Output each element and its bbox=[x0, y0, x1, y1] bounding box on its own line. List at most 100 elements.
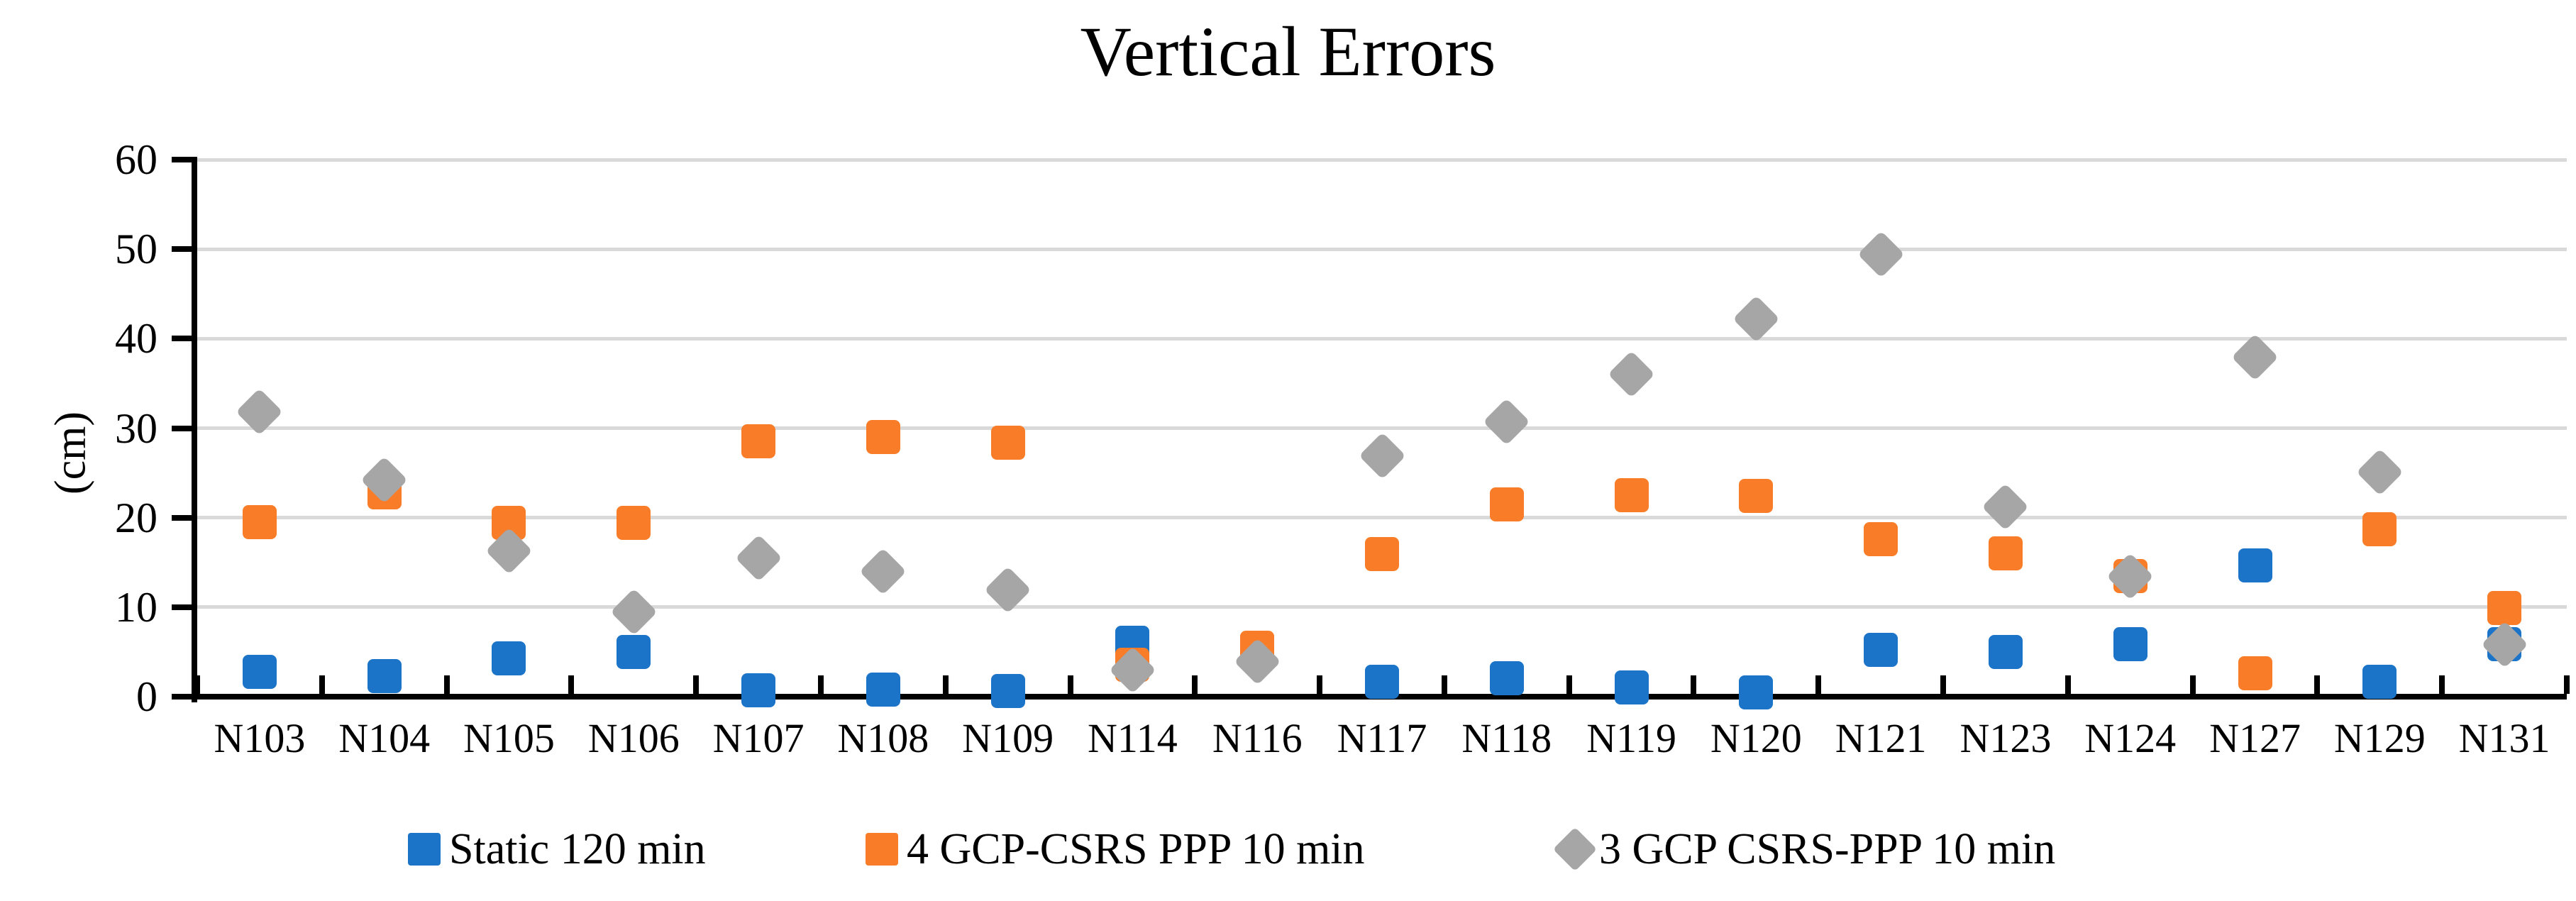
y-tick-label: 30 bbox=[115, 404, 157, 452]
data-marker bbox=[1489, 487, 1524, 521]
y-tick-label: 0 bbox=[136, 673, 157, 720]
x-axis-label-N117: N117 bbox=[1337, 715, 1427, 761]
x-axis-label-N116: N116 bbox=[1212, 715, 1303, 761]
y-tick-0 bbox=[172, 694, 192, 700]
x-axis-label-N104: N104 bbox=[338, 715, 431, 761]
x-tick bbox=[1691, 675, 1697, 694]
data-marker bbox=[1864, 521, 1898, 556]
y-tick-label: 50 bbox=[115, 226, 157, 273]
x-axis-label-N109: N109 bbox=[962, 715, 1054, 761]
x-axis-label-N119: N119 bbox=[1586, 715, 1676, 761]
x-tick bbox=[2439, 675, 2445, 694]
data-marker bbox=[492, 641, 526, 675]
data-marker bbox=[1358, 432, 1406, 480]
legend-square-swatch bbox=[408, 833, 441, 866]
x-tick bbox=[1441, 675, 1447, 694]
gridline-y-20 bbox=[197, 516, 2567, 520]
y-tick-label: 20 bbox=[115, 494, 157, 541]
data-marker bbox=[741, 424, 776, 459]
x-tick bbox=[2314, 675, 2321, 694]
x-tick bbox=[1317, 675, 1323, 694]
data-marker bbox=[2362, 664, 2397, 699]
gridline-y-60 bbox=[197, 157, 2567, 162]
x-tick bbox=[693, 675, 700, 694]
x-axis-label-N120: N120 bbox=[1710, 715, 1802, 761]
data-marker bbox=[1483, 398, 1531, 446]
data-marker bbox=[1365, 664, 1399, 699]
y-tick-60 bbox=[172, 157, 192, 162]
x-axis-label-N118: N118 bbox=[1461, 715, 1552, 761]
x-axis-label-N127: N127 bbox=[2209, 715, 2301, 761]
legend-square-swatch bbox=[866, 833, 898, 866]
legend-label: 3 GCP CSRS-PPP 10 min bbox=[1599, 825, 2056, 873]
data-marker bbox=[1614, 478, 1649, 513]
y-tick-20 bbox=[172, 514, 192, 521]
data-marker bbox=[2480, 621, 2528, 669]
y-tick-40 bbox=[172, 336, 192, 342]
y-tick-label: 40 bbox=[115, 315, 157, 363]
x-tick bbox=[568, 675, 575, 694]
chart-title: Vertical Errors bbox=[1080, 12, 1496, 91]
data-marker bbox=[2231, 333, 2279, 382]
y-tick-30 bbox=[172, 425, 192, 431]
legend-item-1: Static 120 min bbox=[408, 817, 706, 881]
data-marker bbox=[1739, 479, 1774, 514]
legend-label: 4 GCP-CSRS PPP 10 min bbox=[907, 825, 1365, 873]
x-axis-label-N131: N131 bbox=[2458, 715, 2550, 761]
data-marker bbox=[1608, 350, 1655, 399]
legend-label: Static 120 min bbox=[449, 825, 706, 873]
x-axis-label-N124: N124 bbox=[2084, 715, 2177, 761]
data-marker bbox=[610, 587, 658, 636]
x-tick bbox=[2064, 675, 2071, 694]
data-marker bbox=[617, 634, 651, 669]
data-marker bbox=[1365, 537, 1399, 572]
data-marker bbox=[2362, 512, 2397, 547]
x-axis-label-N114: N114 bbox=[1088, 715, 1178, 761]
gridline-y-10 bbox=[197, 605, 2567, 609]
x-axis-label-N129: N129 bbox=[2333, 715, 2426, 761]
x-tick bbox=[319, 675, 325, 694]
x-tick bbox=[2189, 675, 2196, 694]
x-axis-label-N103: N103 bbox=[214, 715, 306, 761]
data-marker bbox=[1988, 634, 2023, 669]
x-tick bbox=[443, 675, 450, 694]
data-marker bbox=[1732, 295, 1780, 343]
data-marker bbox=[1981, 483, 2030, 531]
data-marker bbox=[2113, 626, 2147, 661]
x-tick bbox=[2564, 675, 2570, 694]
data-marker bbox=[866, 672, 900, 707]
data-marker bbox=[2238, 548, 2272, 582]
x-axis-label-N105: N105 bbox=[463, 715, 555, 761]
y-tick-50 bbox=[172, 246, 192, 253]
data-marker bbox=[367, 658, 402, 693]
data-marker bbox=[1864, 633, 1898, 668]
y-tick-label: 60 bbox=[115, 136, 157, 183]
legend-item-2: 4 GCP-CSRS PPP 10 min bbox=[866, 817, 1365, 881]
data-marker bbox=[1614, 670, 1649, 705]
data-marker bbox=[734, 534, 783, 582]
data-marker bbox=[1988, 536, 2023, 571]
data-marker bbox=[1857, 231, 1905, 278]
gridline-y-30 bbox=[197, 426, 2567, 430]
x-tick bbox=[1940, 675, 1947, 694]
x-axis-label-N108: N108 bbox=[837, 715, 929, 761]
data-marker bbox=[1489, 660, 1524, 695]
data-marker bbox=[617, 506, 651, 541]
x-tick bbox=[817, 675, 824, 694]
data-marker bbox=[2238, 656, 2272, 691]
x-tick bbox=[1192, 675, 1198, 694]
legend-diamond-swatch bbox=[1552, 827, 1598, 872]
y-tick-10 bbox=[172, 604, 192, 610]
data-marker bbox=[242, 504, 277, 539]
legend-item-3: 3 GCP CSRS-PPP 10 min bbox=[1552, 817, 2056, 881]
data-marker bbox=[2106, 553, 2154, 601]
data-marker bbox=[990, 674, 1025, 709]
data-marker bbox=[242, 654, 277, 689]
data-marker bbox=[990, 425, 1025, 460]
y-axis-line bbox=[192, 157, 197, 702]
data-marker bbox=[866, 420, 900, 455]
data-marker bbox=[2356, 448, 2404, 496]
data-marker bbox=[859, 548, 907, 595]
data-marker bbox=[1739, 675, 1774, 709]
